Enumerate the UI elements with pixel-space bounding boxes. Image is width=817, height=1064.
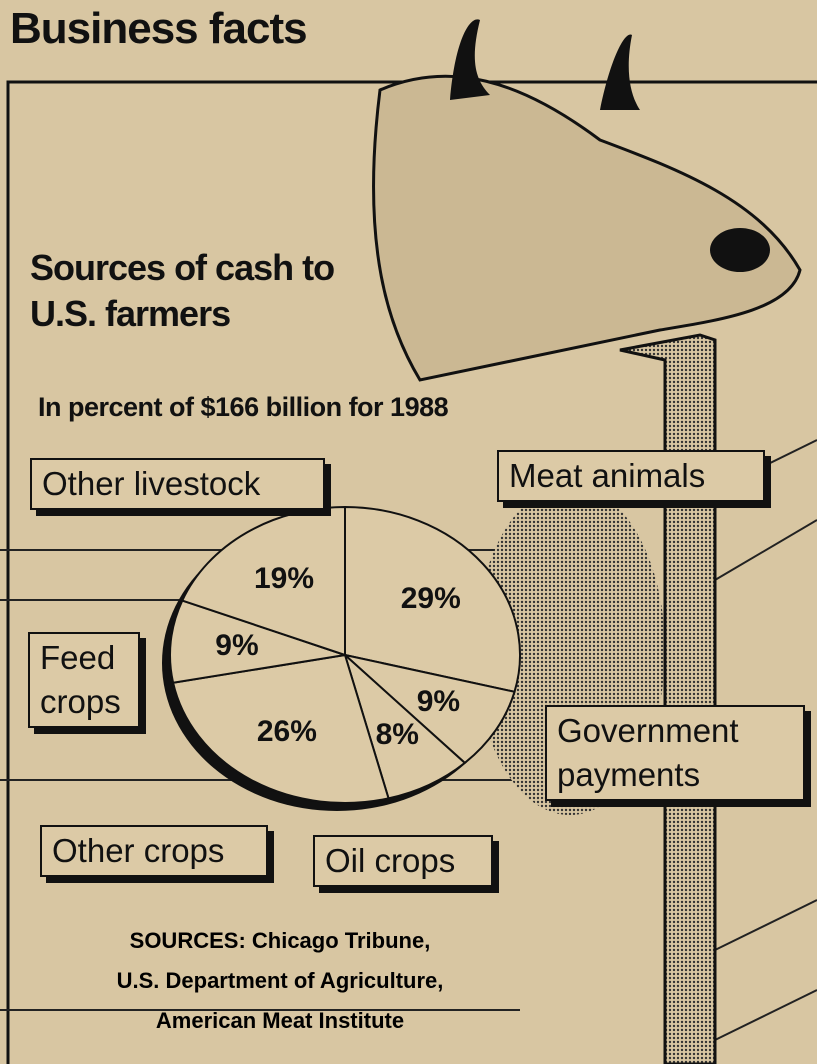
nose bbox=[710, 228, 770, 272]
value-label: 8% bbox=[376, 718, 419, 752]
page: Business facts Sources of cash to U.S. f… bbox=[0, 0, 817, 1064]
legend-label: Oil crops bbox=[313, 835, 493, 887]
value-label: 9% bbox=[417, 685, 460, 719]
chart-subtitle: In percent of $166 billion for 1988 bbox=[38, 392, 448, 423]
chart-title: Sources of cash to U.S. farmers bbox=[30, 245, 370, 337]
value-label: 29% bbox=[401, 582, 461, 616]
legend-label: Meat animals bbox=[497, 450, 765, 502]
header-title: Business facts bbox=[10, 4, 307, 54]
legend-label: Other crops bbox=[40, 825, 268, 877]
value-label: 9% bbox=[215, 629, 258, 663]
horns bbox=[450, 19, 640, 110]
artwork bbox=[0, 0, 817, 1064]
source-line: U.S. Department of Agriculture, bbox=[60, 968, 500, 994]
legend-label: Other livestock bbox=[30, 458, 325, 510]
value-label: 26% bbox=[257, 715, 317, 749]
legend-label: Feed crops bbox=[28, 632, 140, 728]
source-line: American Meat Institute bbox=[60, 1008, 500, 1034]
source-line: SOURCES: Chicago Tribune, bbox=[60, 928, 500, 954]
value-label: 19% bbox=[254, 562, 314, 596]
legend-label: Government payments bbox=[545, 705, 805, 801]
cow-head bbox=[374, 76, 800, 380]
